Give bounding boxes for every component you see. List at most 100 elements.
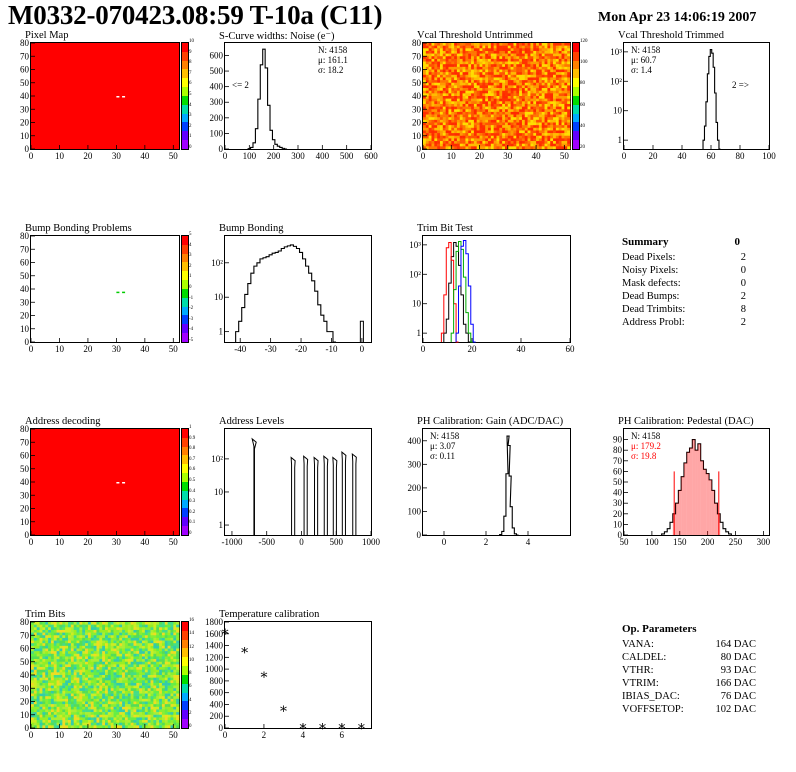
y-tick-label: 70	[412, 51, 422, 61]
address-peak	[341, 451, 347, 535]
y-tick-label: 70	[20, 437, 30, 447]
color-scale-band	[182, 78, 188, 88]
color-scale-band	[182, 69, 188, 79]
color-scale	[572, 42, 580, 150]
chart-title: Trim Bit Test	[417, 223, 473, 234]
fit-bar	[678, 490, 682, 535]
trim-bits-frame: 0 10 20 30 40 50 0 10 20 30 40 50 60 70 80	[20, 617, 180, 740]
histogram-line	[702, 48, 721, 150]
op-param-row: VANA: 164 DAC	[622, 639, 756, 652]
color-scale-band	[182, 140, 188, 149]
x-tick-label: 0	[223, 730, 228, 740]
color-scale-label: 4	[189, 102, 192, 108]
op-parameters-panel: Op. Parameters VANA: 164 DAC CALDEL: 80 DA…	[622, 623, 756, 717]
x-tick-label: 100	[243, 151, 257, 161]
chart-title: PH Calibration: Pedestal (DAC)	[618, 416, 754, 427]
stats-value: 179.2	[640, 441, 661, 451]
color-scale-label: 8	[189, 60, 192, 66]
y-tick-label: 70	[613, 456, 623, 466]
stats-value: 4158	[642, 45, 661, 55]
y-tick-label: 10	[20, 131, 30, 141]
color-scale-label: 20	[580, 145, 585, 150]
chart-title: Bump Bonding	[219, 223, 284, 234]
x-tick-label: 10	[447, 151, 457, 161]
defect-pixel	[116, 482, 120, 484]
x-tick-label: -30	[265, 344, 277, 354]
x-tick-label: 20	[83, 730, 93, 740]
color-scale-label: 0	[189, 285, 192, 290]
color-scale-band	[182, 473, 188, 482]
color-scale-band	[182, 306, 188, 316]
vcal-untrimmed-svg: 0 10 20 30 40 50 0 10 20 30 40 50 60 70 80	[412, 38, 571, 161]
y-tick-label: 30	[20, 297, 30, 307]
color-scale	[181, 621, 189, 729]
histogram-line	[235, 244, 337, 343]
op-param-row: VOFFSETOP: 102 DAC	[622, 704, 756, 717]
y-tick-label: 100	[210, 128, 224, 138]
x-tick-label: 0	[29, 344, 34, 354]
address-peak	[323, 455, 329, 535]
y-tick-label: 1800	[205, 617, 224, 627]
y-tick-label: 70	[20, 630, 30, 640]
x-tick-label: 30	[503, 151, 513, 161]
color-scale-band	[573, 104, 579, 114]
color-scale-label: 16	[189, 618, 194, 623]
stats-N: N: 4158	[631, 431, 661, 441]
color-scale-label: 1	[189, 274, 192, 280]
x-tick-label: 150	[673, 537, 687, 547]
axes: 0 100 200 300 400 500 600 0 100 200 300 400 500 600	[210, 50, 379, 161]
x-tick-label: 50	[620, 537, 630, 547]
color-scale-band	[573, 43, 579, 52]
address-levels-frame: -1000 -500 0 500 1000 1 10 10²	[211, 428, 381, 547]
x-tick-label: 0	[299, 537, 304, 547]
color-scale-label: -4	[189, 327, 194, 333]
color-scale-label: -2	[189, 306, 194, 312]
color-scale-band	[182, 253, 188, 263]
x-tick-label: 500	[340, 151, 354, 161]
y-tick-label: 10	[412, 299, 422, 309]
y-tick-label: 1	[618, 135, 623, 145]
page-title: M0332-070423.08:59 T-10a (C11)	[8, 0, 383, 30]
stats-key: μ:	[318, 55, 328, 65]
color-scale-label: 10	[189, 39, 194, 44]
y-tick-label: 30	[20, 683, 30, 693]
y-tick-label: 0	[25, 530, 30, 540]
stats-box: N: 4158 μ: 3.07 σ: 0.11	[430, 431, 459, 461]
color-scale-label: 0.8	[189, 446, 196, 452]
color-scale-label: 0.5	[189, 478, 196, 483]
defect-pixel	[122, 482, 126, 484]
color-scale-label: 8	[189, 671, 192, 676]
y-tick-label: 0	[417, 530, 422, 540]
y-tick-label: 40	[613, 488, 623, 498]
x-tick-label: 50	[169, 151, 179, 161]
color-scale-band	[573, 78, 579, 88]
color-scale-band	[573, 51, 579, 61]
x-tick-label: 20	[83, 344, 93, 354]
color-scale-label: 0.2	[189, 509, 196, 515]
axes: -1000 -500 0 500 1000 1 10 10²	[211, 454, 380, 547]
chart-title: Temperature calibration	[219, 609, 320, 620]
stats-value: 4158	[441, 431, 460, 441]
color-scale-label: 2	[189, 123, 192, 129]
temperature-calibration-svg: 0 2 4 6020040060080010001200140016001800∗∗∗…	[205, 617, 366, 740]
y-tick-label: 300	[210, 97, 224, 107]
y-tick-label: 30	[412, 104, 422, 114]
color-scale-band	[182, 508, 188, 518]
summary-label: Dead Pixels:	[622, 252, 676, 263]
outlier-bar	[359, 320, 364, 342]
color-scale-band	[182, 499, 188, 509]
op-param-value: 166 DAC	[715, 678, 756, 689]
histogram-line	[661, 439, 732, 535]
x-tick-label: 6	[340, 730, 345, 740]
x-tick-label: 0	[622, 151, 627, 161]
stats-key: μ:	[430, 441, 440, 451]
histogram-line	[499, 435, 519, 536]
x-tick-label: 40	[678, 151, 688, 161]
stats-key: N:	[318, 45, 330, 55]
y-tick-label: 60	[20, 644, 30, 654]
x-tick-label: -20	[295, 344, 307, 354]
defect-pixel	[122, 96, 126, 98]
color-scale-band	[573, 95, 579, 105]
x-tick-label: 0	[442, 537, 447, 547]
